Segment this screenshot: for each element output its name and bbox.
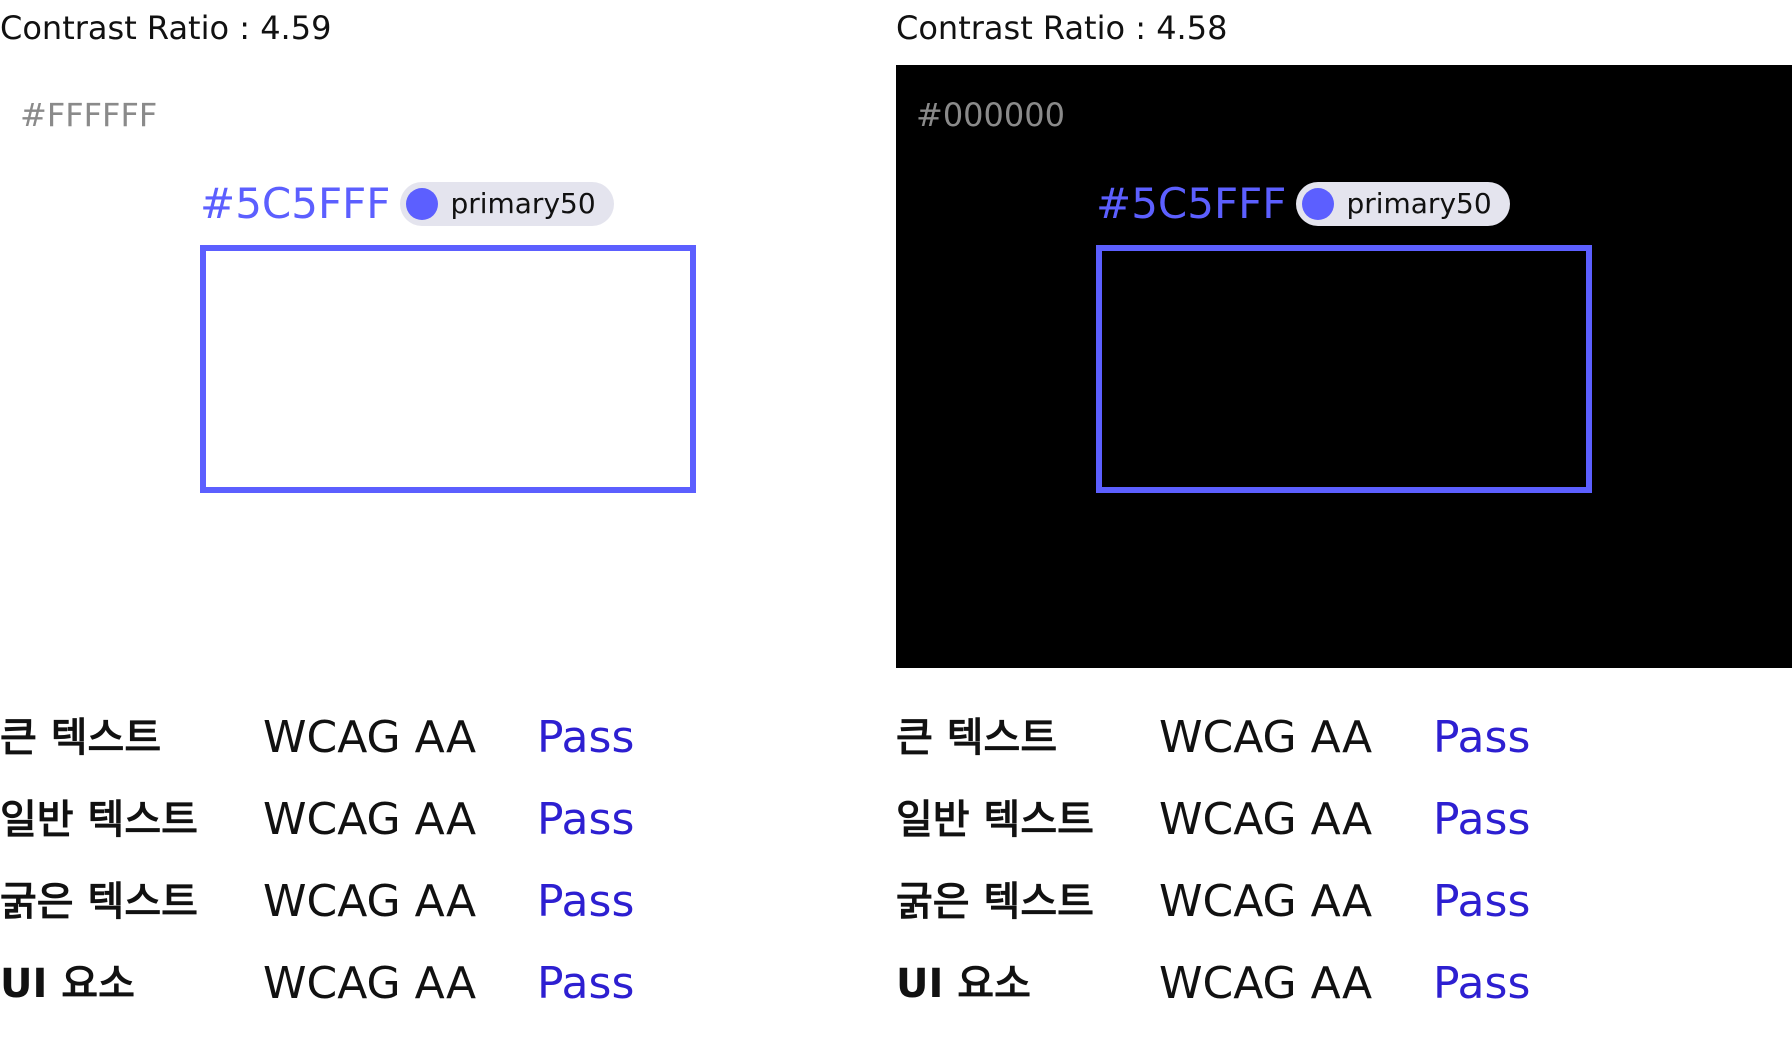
check-standard: WCAG AA — [263, 794, 477, 845]
check-category: UI 요소 — [896, 961, 1031, 1007]
ui-element-sample-box — [200, 245, 696, 493]
check-result: Pass — [537, 712, 635, 763]
contrast-ratio-title: Contrast Ratio : 4.58 — [896, 9, 1228, 47]
check-standard: WCAG AA — [263, 958, 477, 1009]
check-row: 큰 텍스트 WCAG AA Pass — [896, 700, 1792, 782]
foreground-hex-label: #5C5FFF — [200, 179, 391, 228]
check-row: UI 요소 WCAG AA Pass — [896, 946, 1792, 1028]
contrast-ratio-title: Contrast Ratio : 4.59 — [0, 9, 332, 47]
wcag-check-list: 큰 텍스트 WCAG AA Pass 일반 텍스트 WCAG AA Pass 굵… — [896, 700, 1792, 1028]
check-standard: WCAG AA — [1159, 958, 1373, 1009]
color-token-chip: primary50 — [400, 182, 614, 226]
check-standard: WCAG AA — [1159, 712, 1373, 763]
check-result: Pass — [537, 794, 635, 845]
check-category: 굵은 텍스트 — [0, 879, 198, 925]
wcag-check-list: 큰 텍스트 WCAG AA Pass 일반 텍스트 WCAG AA Pass 굵… — [0, 700, 896, 1028]
check-standard: WCAG AA — [1159, 876, 1373, 927]
foreground-hex-label: #5C5FFF — [1096, 179, 1287, 228]
check-row: 굵은 텍스트 WCAG AA Pass — [0, 864, 896, 946]
foreground-row: #5C5FFF primary50 — [1096, 180, 1510, 228]
check-result: Pass — [1433, 876, 1531, 927]
check-result: Pass — [537, 876, 635, 927]
background-hex-label: #000000 — [916, 96, 1065, 134]
check-result: Pass — [1433, 712, 1531, 763]
check-category: 큰 텍스트 — [0, 715, 162, 761]
background-hex-label: #FFFFFF — [20, 96, 158, 134]
ui-element-sample-box — [1096, 245, 1592, 493]
color-dot-icon — [1302, 188, 1335, 220]
check-result: Pass — [537, 958, 635, 1009]
foreground-row: #5C5FFF primary50 — [200, 180, 614, 228]
check-category: 일반 텍스트 — [896, 797, 1094, 843]
check-result: Pass — [1433, 794, 1531, 845]
color-token-chip: primary50 — [1296, 182, 1510, 226]
check-row: 굵은 텍스트 WCAG AA Pass — [896, 864, 1792, 946]
check-category: 굵은 텍스트 — [896, 879, 1094, 925]
check-category: 큰 텍스트 — [896, 715, 1058, 761]
color-dot-icon — [406, 188, 439, 220]
check-result: Pass — [1433, 958, 1531, 1009]
check-standard: WCAG AA — [1159, 794, 1373, 845]
check-standard: WCAG AA — [263, 876, 477, 927]
color-token-label: primary50 — [450, 187, 596, 220]
check-row: UI 요소 WCAG AA Pass — [0, 946, 896, 1028]
check-row: 큰 텍스트 WCAG AA Pass — [0, 700, 896, 782]
background-swatch: #000000 #5C5FFF primary50 — [896, 65, 1792, 668]
check-category: UI 요소 — [0, 961, 135, 1007]
check-standard: WCAG AA — [263, 712, 477, 763]
check-row: 일반 텍스트 WCAG AA Pass — [896, 782, 1792, 864]
check-category: 일반 텍스트 — [0, 797, 198, 843]
check-row: 일반 텍스트 WCAG AA Pass — [0, 782, 896, 864]
contrast-panel-white: Contrast Ratio : 4.59 #FFFFFF #5C5FFF pr… — [0, 9, 896, 1028]
color-token-label: primary50 — [1346, 187, 1492, 220]
background-swatch: #FFFFFF #5C5FFF primary50 — [0, 65, 896, 668]
contrast-panel-black: Contrast Ratio : 4.58 #000000 #5C5FFF pr… — [896, 0, 1792, 1064]
